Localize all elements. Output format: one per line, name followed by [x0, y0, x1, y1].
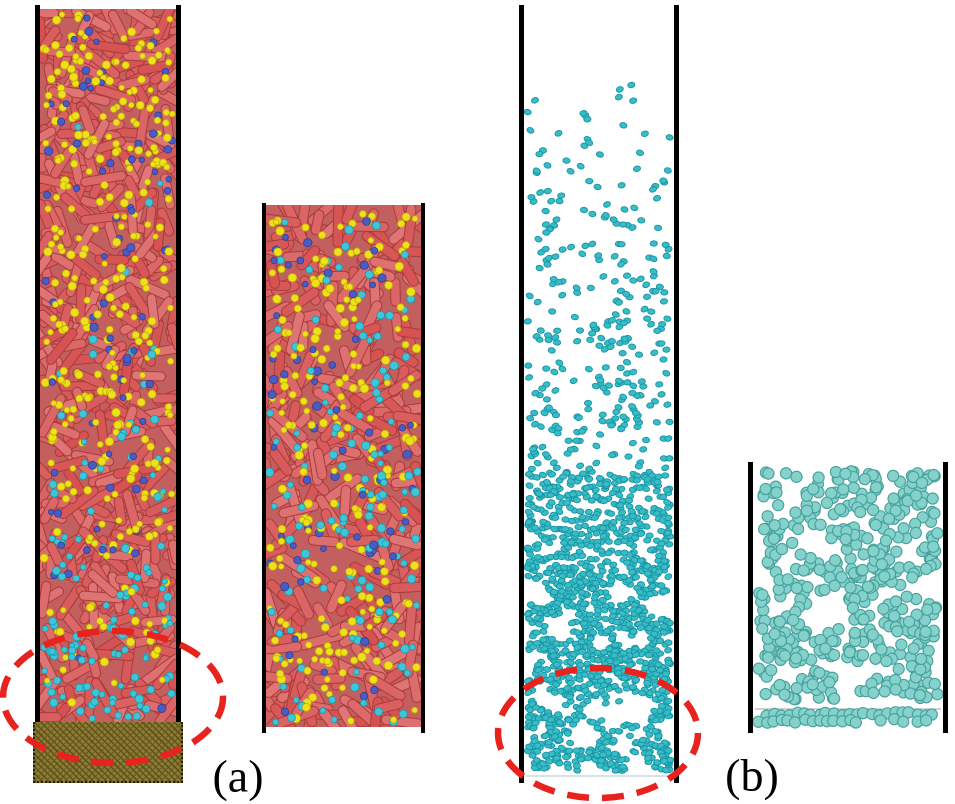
particle-canvas-b-short	[753, 462, 943, 733]
particle-canvas-b-tall	[524, 5, 674, 783]
porous-bed	[33, 722, 183, 783]
container-wall-right-icon	[943, 462, 948, 733]
container-wall-right-icon	[421, 203, 425, 733]
container-wall-right-icon	[176, 5, 181, 783]
container-wall-left-icon	[748, 462, 753, 733]
container-wall-left-icon	[519, 5, 524, 783]
container-wall-right-icon	[674, 5, 679, 783]
column-a-tall	[33, 5, 183, 783]
panel-label-b: (b)	[725, 749, 779, 801]
panel-label-a: (a)	[212, 750, 264, 802]
column-b-short	[748, 462, 948, 733]
column-a-short	[262, 203, 425, 733]
particle-canvas-a-short	[266, 203, 421, 733]
particle-canvas-a-tall	[40, 5, 176, 783]
column-b-tall	[519, 5, 679, 783]
container-wall-left-icon	[262, 203, 266, 733]
container-wall-left-icon	[35, 5, 40, 783]
